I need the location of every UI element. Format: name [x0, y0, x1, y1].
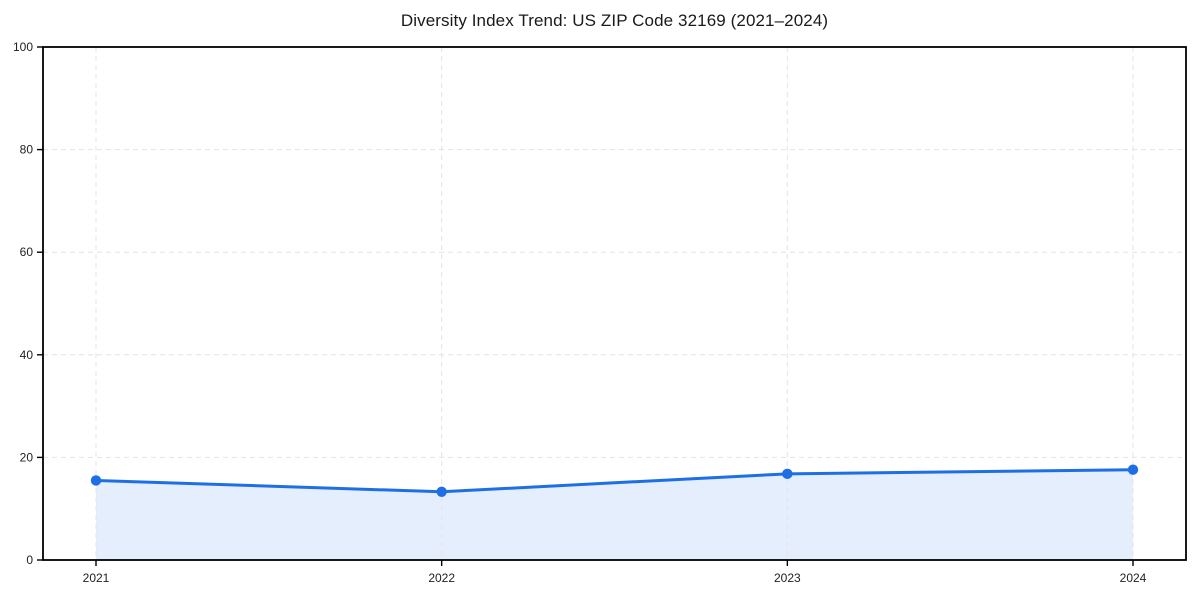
data-point — [436, 486, 447, 497]
y-tick-label: 40 — [20, 348, 34, 362]
x-tick-label: 2021 — [83, 571, 110, 585]
x-tick-label: 2024 — [1120, 571, 1147, 585]
y-tick-label: 60 — [20, 245, 34, 259]
y-tick-label: 0 — [26, 553, 33, 567]
data-point — [782, 468, 793, 480]
y-tick-label: 100 — [13, 40, 33, 54]
data-point — [90, 475, 102, 486]
trend-line — [94, 468, 1135, 494]
area-fill — [96, 469, 1133, 560]
y-tick-label: 80 — [20, 143, 34, 157]
chart-title: Diversity Index Trend: US ZIP Code 32169… — [400, 11, 829, 30]
plot-frame — [42, 46, 1187, 561]
y-tick-label: 20 — [20, 450, 34, 464]
x-tick-label: 2023 — [774, 571, 801, 585]
data-point — [1127, 464, 1139, 475]
x-tick-label: 2022 — [428, 571, 455, 585]
